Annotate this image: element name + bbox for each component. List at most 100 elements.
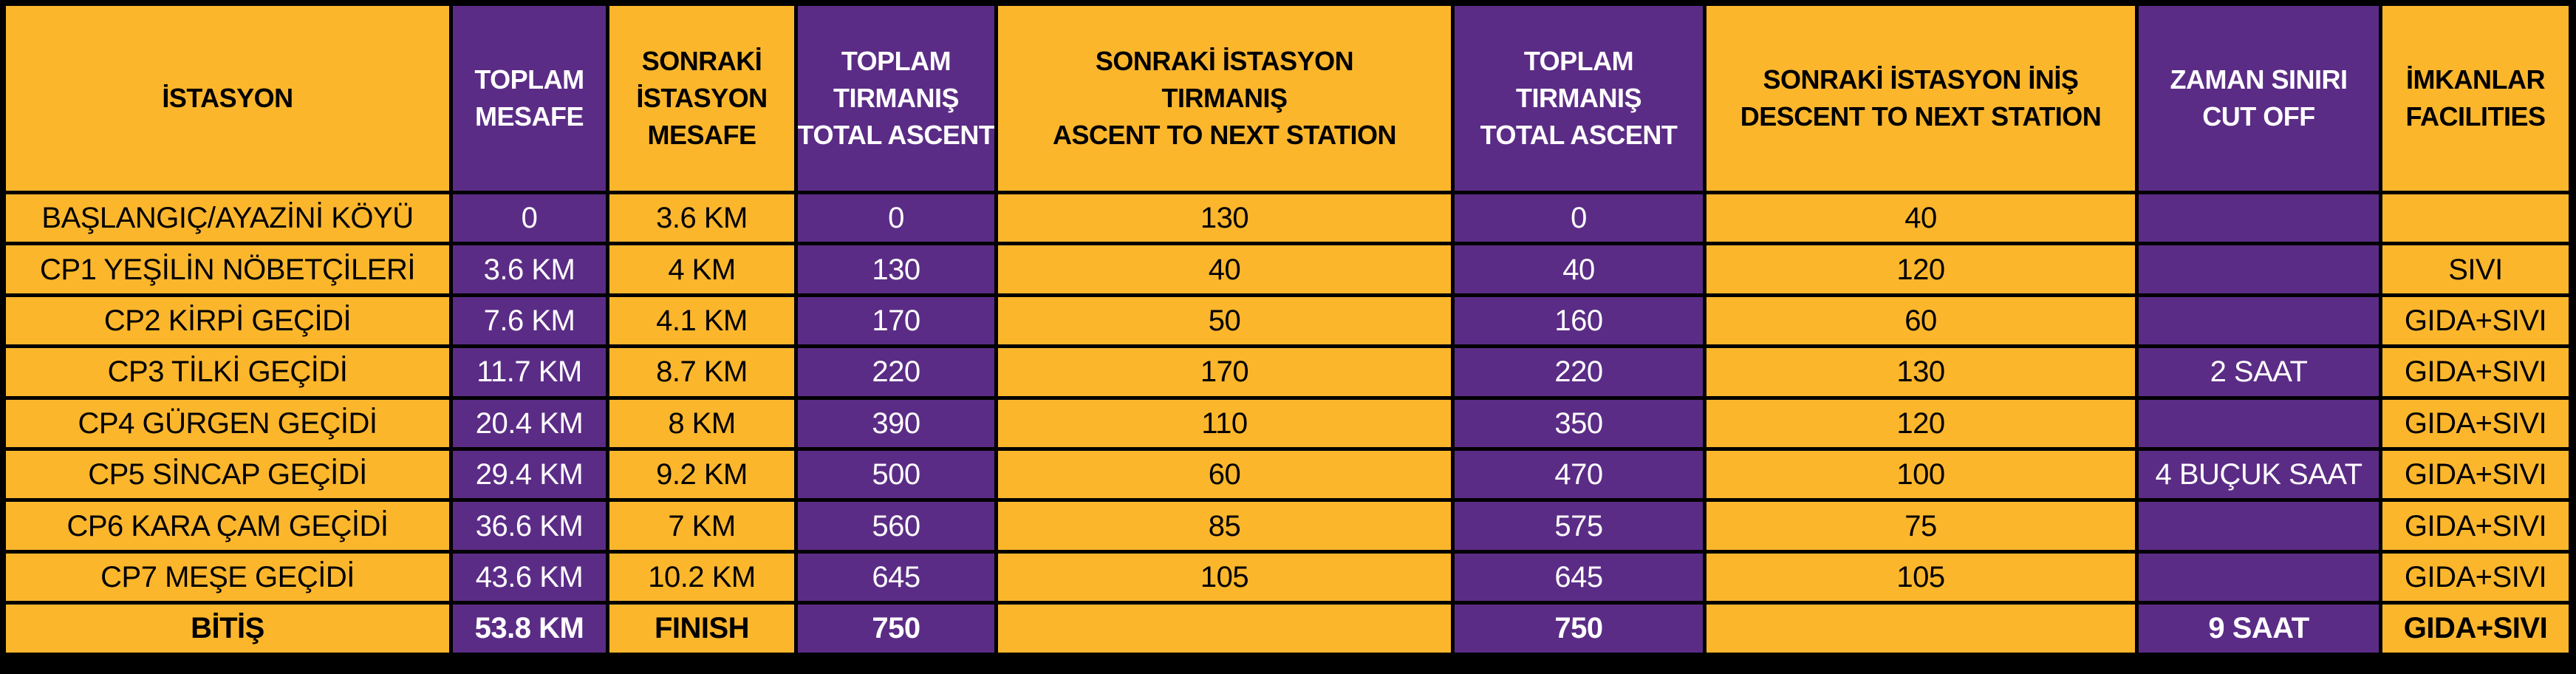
cell-descent-next: 40 xyxy=(1706,194,2135,242)
header-line: İSTASYON xyxy=(636,83,768,113)
cell-ascent-next: 105 xyxy=(998,553,1451,602)
cell-total-ascent: 500 xyxy=(798,450,994,499)
cell-next-distance: 8.7 KM xyxy=(609,348,794,396)
cell-descent-next: 105 xyxy=(1706,553,2135,602)
cell-ascent-next xyxy=(998,605,1451,653)
table-grid: İSTASYON TOPLAM MESAFE SONRAKİ İSTASYON … xyxy=(6,6,2569,653)
cell-cutoff xyxy=(2139,553,2379,602)
cell-total-ascent-2: 470 xyxy=(1455,450,1703,499)
header-cell-zaman-siniri: ZAMAN SINIRI CUT OFF xyxy=(2139,6,2379,191)
cell-total-ascent-2: 575 xyxy=(1455,502,1703,550)
cell-total-ascent-2: 350 xyxy=(1455,399,1703,447)
header-line: SONRAKİ xyxy=(641,46,762,76)
cell-next-distance: 10.2 KM xyxy=(609,553,794,602)
cell-next-distance: FINISH xyxy=(609,605,794,653)
header-line: SONRAKİ İSTASYON İNİŞ xyxy=(1763,64,2079,95)
cell-facilities: SIVI xyxy=(2382,245,2569,293)
header-line: TIRMANIŞ xyxy=(1161,83,1288,113)
cell-total-ascent: 220 xyxy=(798,348,994,396)
header-line: İSTASYON xyxy=(162,83,293,113)
cell-ascent-next: 130 xyxy=(998,194,1451,242)
header-line: TOPLAM xyxy=(841,46,952,76)
cell-facilities: GIDA+SIVI xyxy=(2382,605,2569,653)
cell-total-ascent-2: 0 xyxy=(1455,194,1703,242)
cell-cutoff xyxy=(2139,502,2379,550)
header-line: TOTAL ASCENT xyxy=(798,120,994,150)
cell-total-distance: 20.4 KM xyxy=(453,399,606,447)
cell-total-distance: 0 xyxy=(453,194,606,242)
cell-facilities: GIDA+SIVI xyxy=(2382,399,2569,447)
cell-next-distance: 7 KM xyxy=(609,502,794,550)
cell-ascent-next: 40 xyxy=(998,245,1451,293)
cell-ascent-next: 50 xyxy=(998,296,1451,345)
cell-station: BİTİŞ xyxy=(6,605,449,653)
cell-cutoff: 2 SAAT xyxy=(2139,348,2379,396)
cell-total-distance: 3.6 KM xyxy=(453,245,606,293)
header-line: TOPLAM xyxy=(1523,46,1634,76)
header-line: DESCENT TO NEXT STATION xyxy=(1740,101,2102,132)
cell-total-ascent: 170 xyxy=(798,296,994,345)
header-cell-toplam-mesafe: TOPLAM MESAFE xyxy=(453,6,606,191)
cell-total-ascent-2: 645 xyxy=(1455,553,1703,602)
cell-station: CP3 TİLKİ GEÇİDİ xyxy=(6,348,449,396)
cell-cutoff xyxy=(2139,245,2379,293)
header-line: SONRAKİ İSTASYON xyxy=(1095,46,1354,76)
header-line: TIRMANIŞ xyxy=(833,83,960,113)
header-cell-istasyon: İSTASYON xyxy=(6,6,449,191)
cell-total-distance: 7.6 KM xyxy=(453,296,606,345)
cell-facilities xyxy=(2382,194,2569,242)
cell-cutoff xyxy=(2139,296,2379,345)
cell-facilities: GIDA+SIVI xyxy=(2382,348,2569,396)
cell-total-ascent-2: 750 xyxy=(1455,605,1703,653)
cell-descent-next: 120 xyxy=(1706,245,2135,293)
header-line: MESAFE xyxy=(647,120,756,150)
cell-station: CP1 YEŞİLİN NÖBETÇİLERİ xyxy=(6,245,449,293)
cell-total-ascent: 560 xyxy=(798,502,994,550)
cell-descent-next: 60 xyxy=(1706,296,2135,345)
cell-total-ascent: 0 xyxy=(798,194,994,242)
cell-facilities: GIDA+SIVI xyxy=(2382,296,2569,345)
header-cell-toplam-tirmanis-2: TOPLAM TIRMANIŞ TOTAL ASCENT xyxy=(1455,6,1703,191)
header-line: FACILITIES xyxy=(2405,101,2546,132)
cell-next-distance: 8 KM xyxy=(609,399,794,447)
cell-station: CP4 GÜRGEN GEÇİDİ xyxy=(6,399,449,447)
cell-ascent-next: 170 xyxy=(998,348,1451,396)
cell-total-distance: 53.8 KM xyxy=(453,605,606,653)
cell-total-ascent-2: 160 xyxy=(1455,296,1703,345)
cell-ascent-next: 110 xyxy=(998,399,1451,447)
header-line: TOPLAM xyxy=(474,64,584,95)
header-line: ZAMAN SINIRI xyxy=(2170,64,2348,95)
cell-total-ascent: 130 xyxy=(798,245,994,293)
cell-ascent-next: 60 xyxy=(998,450,1451,499)
cell-next-distance: 9.2 KM xyxy=(609,450,794,499)
header-line: TOTAL ASCENT xyxy=(1480,120,1678,150)
cell-station: CP7 MEŞE GEÇİDİ xyxy=(6,553,449,602)
header-line: CUT OFF xyxy=(2202,101,2315,132)
cell-station: BAŞLANGIÇ/AYAZİNİ KÖYÜ xyxy=(6,194,449,242)
cell-total-distance: 11.7 KM xyxy=(453,348,606,396)
cell-cutoff xyxy=(2139,194,2379,242)
cell-total-ascent: 750 xyxy=(798,605,994,653)
header-line: İMKANLAR xyxy=(2406,64,2545,95)
cell-descent-next: 100 xyxy=(1706,450,2135,499)
cell-station: CP6 KARA ÇAM GEÇİDİ xyxy=(6,502,449,550)
cell-next-distance: 4 KM xyxy=(609,245,794,293)
header-cell-sonraki-istasyon-tirmanis: SONRAKİ İSTASYON TIRMANIŞ ASCENT TO NEXT… xyxy=(998,6,1451,191)
cell-facilities: GIDA+SIVI xyxy=(2382,450,2569,499)
header-cell-toplam-tirmanis-1: TOPLAM TIRMANIŞ TOTAL ASCENT xyxy=(798,6,994,191)
cell-descent-next: 120 xyxy=(1706,399,2135,447)
cell-descent-next: 75 xyxy=(1706,502,2135,550)
header-line: ASCENT TO NEXT STATION xyxy=(1052,120,1397,150)
cell-ascent-next: 85 xyxy=(998,502,1451,550)
header-cell-sonraki-istasyon-inis: SONRAKİ İSTASYON İNİŞ DESCENT TO NEXT ST… xyxy=(1706,6,2135,191)
cell-cutoff: 4 BUÇUK SAAT xyxy=(2139,450,2379,499)
cell-next-distance: 4.1 KM xyxy=(609,296,794,345)
header-line: TIRMANIŞ xyxy=(1516,83,1642,113)
cell-station: CP5 SİNCAP GEÇİDİ xyxy=(6,450,449,499)
cell-facilities: GIDA+SIVI xyxy=(2382,502,2569,550)
header-cell-sonraki-istasyon-mesafe: SONRAKİ İSTASYON MESAFE xyxy=(609,6,794,191)
cell-descent-next: 130 xyxy=(1706,348,2135,396)
cell-total-distance: 29.4 KM xyxy=(453,450,606,499)
cell-next-distance: 3.6 KM xyxy=(609,194,794,242)
